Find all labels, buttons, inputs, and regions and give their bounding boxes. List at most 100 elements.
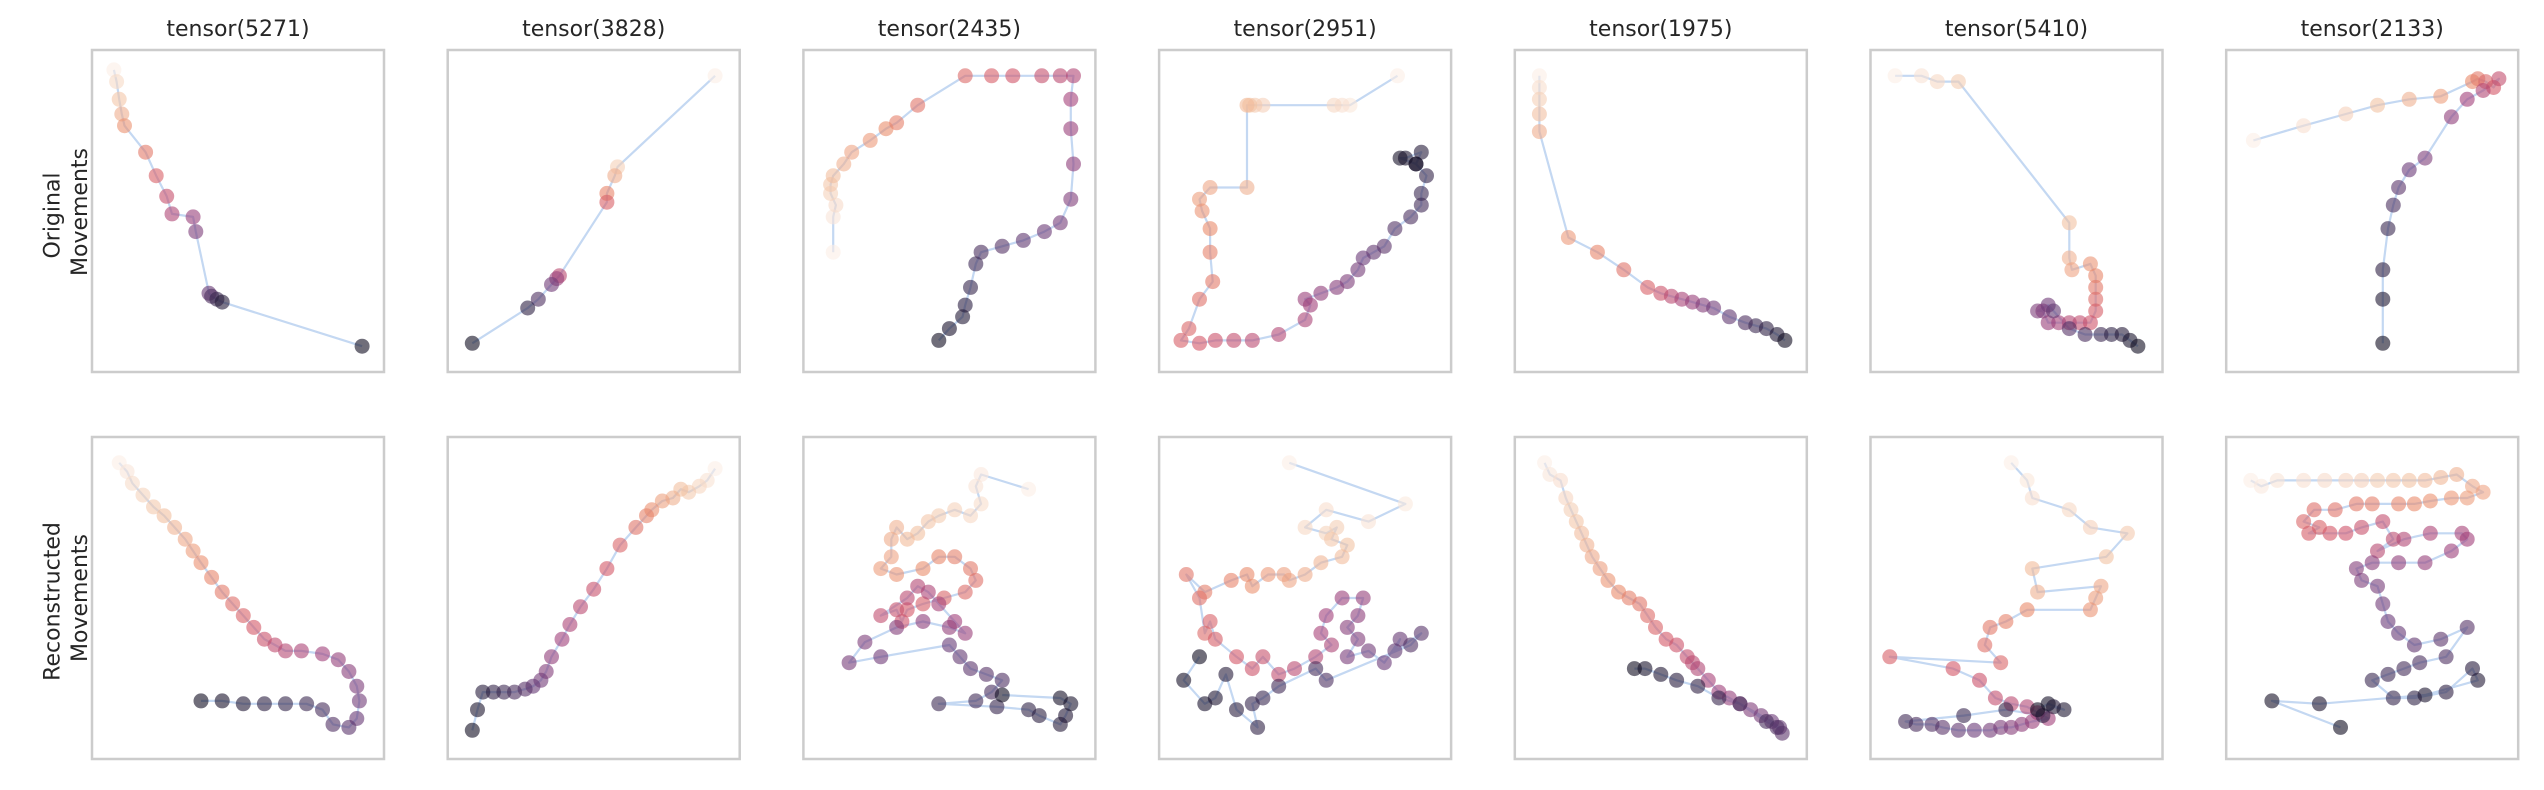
- point-original-4-16: [1192, 291, 1207, 307]
- point-recon-6-14: [1998, 614, 2014, 629]
- point-recon-4-27: [1255, 649, 1271, 665]
- point-recon-3-2: [973, 467, 989, 482]
- point-recon-3-35: [915, 614, 931, 629]
- point-original-6-6: [2061, 250, 2077, 266]
- point-recon-4-3: [1361, 514, 1376, 530]
- point-recon-4-31: [1324, 637, 1339, 653]
- panel-title-7: tensor(2133): [2301, 17, 2444, 42]
- point-recon-7-29: [2338, 525, 2354, 541]
- point-recon-6-20: [1972, 672, 1987, 688]
- point-recon-2-23: [496, 684, 512, 700]
- point-recon-5-16: [1648, 619, 1663, 635]
- point-original-6-4: [1950, 74, 1966, 90]
- point-recon-1-29: [299, 696, 315, 712]
- point-recon-4-26: [1244, 661, 1260, 677]
- point-recon-7-18: [2422, 493, 2438, 509]
- point-recon-5-36: [1669, 672, 1685, 688]
- panel-frame-original-3: [802, 48, 1097, 374]
- point-original-6-28: [2130, 338, 2146, 354]
- point-original-7-18: [2385, 197, 2401, 213]
- point-recon-7-52: [2412, 655, 2428, 671]
- point-recon-3-36: [889, 619, 905, 635]
- point-recon-7-58: [2438, 684, 2454, 700]
- point-recon-2-26: [470, 702, 485, 718]
- point-recon-1-14: [235, 608, 251, 624]
- point-recon-7-56: [2385, 690, 2401, 706]
- point-original-1-16: [354, 338, 370, 354]
- point-recon-5-37: [1653, 666, 1669, 682]
- point-original-4-15: [1205, 274, 1221, 290]
- point-original-3-13: [957, 68, 973, 84]
- point-original-6-5: [2061, 215, 2077, 231]
- point-recon-1-24: [351, 693, 367, 709]
- point-original-7-17: [2391, 180, 2407, 195]
- point-recon-3-41: [952, 649, 968, 665]
- point-recon-4-17: [1239, 567, 1255, 582]
- point-original-4-20: [1207, 332, 1223, 348]
- point-original-1-3: [111, 91, 127, 107]
- point-original-6-3: [1929, 74, 1945, 90]
- point-recon-4-16: [1244, 578, 1260, 594]
- point-original-3-17: [1052, 68, 1068, 84]
- point-recon-6-38: [1998, 702, 2014, 718]
- point-recon-7-30: [2354, 519, 2370, 535]
- point-recon-1-27: [325, 716, 341, 732]
- point-recon-3-37: [857, 634, 873, 650]
- point-recon-7-47: [2391, 625, 2407, 641]
- point-original-4-9: [1239, 180, 1255, 195]
- point-recon-3-46: [968, 693, 984, 709]
- point-recon-1-26: [341, 719, 357, 735]
- point-recon-4-48: [1271, 678, 1287, 694]
- point-recon-6-16: [1977, 637, 1993, 653]
- point-original-5-1: [1531, 68, 1547, 84]
- point-original-3-23: [1052, 215, 1068, 231]
- point-original-5-3: [1531, 91, 1547, 107]
- point-recon-4-20: [1178, 567, 1194, 582]
- point-recon-6-17: [1993, 655, 2009, 671]
- point-original-6-2: [1914, 68, 1929, 84]
- point-recon-2-13: [586, 581, 602, 597]
- point-recon-6-37: [1956, 708, 1972, 724]
- point-original-6-24: [2093, 327, 2109, 342]
- point-recon-7-28: [2322, 525, 2338, 541]
- point-original-5-2: [1531, 80, 1547, 95]
- point-original-4-30: [1350, 262, 1366, 278]
- point-recon-6-41: [2056, 702, 2072, 718]
- point-recon-1-8: [177, 531, 193, 547]
- point-original-1-10: [185, 209, 201, 225]
- point-original-7-13: [2459, 91, 2475, 107]
- point-recon-2-24: [485, 684, 501, 700]
- point-recon-7-24: [2306, 502, 2322, 518]
- point-recon-1-2: [119, 464, 135, 480]
- point-original-3-32: [941, 321, 957, 337]
- point-recon-1-12: [214, 584, 230, 600]
- point-original-6-10: [2088, 279, 2104, 295]
- panel-frame-original-6: [1869, 48, 2164, 374]
- point-recon-3-50: [1031, 708, 1047, 724]
- point-original-2-3: [607, 168, 623, 184]
- point-recon-4-53: [1218, 666, 1234, 682]
- point-recon-6-7: [2098, 549, 2114, 565]
- point-recon-6-32: [1950, 722, 1966, 738]
- point-original-7-19: [2380, 221, 2396, 237]
- point-recon-4-52: [1229, 702, 1244, 718]
- point-original-6-12: [2088, 303, 2104, 319]
- point-original-4-26: [1297, 291, 1313, 307]
- point-recon-4-28: [1271, 666, 1287, 682]
- panel-frame-original-1: [90, 48, 386, 374]
- point-original-7-5: [2401, 91, 2417, 107]
- point-original-4-10: [1202, 180, 1218, 195]
- point-original-6-7: [2064, 262, 2080, 278]
- point-recon-4-35: [1355, 590, 1371, 606]
- point-recon-6-5: [2082, 519, 2098, 535]
- point-recon-6-11: [2088, 590, 2104, 606]
- point-recon-1-3: [124, 475, 140, 491]
- point-original-3-22: [1063, 191, 1079, 207]
- point-original-3-20: [1063, 121, 1079, 137]
- point-recon-2-9: [639, 508, 654, 524]
- point-original-4-35: [1403, 209, 1419, 225]
- point-recon-2-12: [599, 561, 615, 577]
- point-recon-4-36: [1350, 608, 1366, 624]
- point-recon-4-11: [1313, 555, 1329, 571]
- point-original-6-1: [1887, 68, 1903, 84]
